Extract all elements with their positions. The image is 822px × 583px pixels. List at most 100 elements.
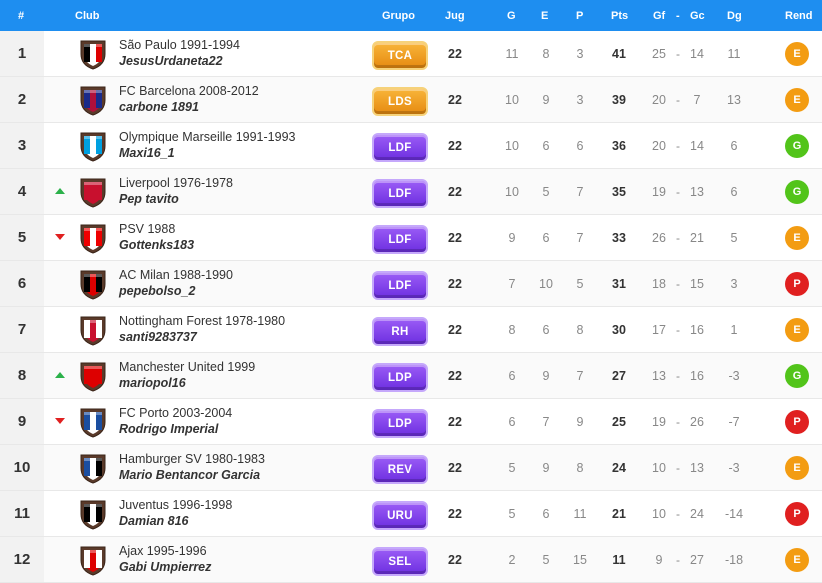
- club-name[interactable]: Liverpool 1976-1978: [119, 176, 233, 190]
- club-cell[interactable]: FC Porto 2003-2004 Rodrigo Imperial: [119, 405, 232, 438]
- club-cell[interactable]: São Paulo 1991-1994 JesusUrdaneta22: [119, 37, 240, 70]
- rank-cell: 12: [0, 537, 44, 582]
- goals-separator: -: [676, 460, 680, 475]
- header-group[interactable]: Grupo: [382, 9, 415, 22]
- club-cell[interactable]: Hamburger SV 1980-1983 Mario Bentancor Ga…: [119, 451, 265, 484]
- form-badge[interactable]: G: [785, 180, 809, 204]
- header-goals-for[interactable]: Gf: [653, 9, 666, 22]
- group-badge[interactable]: URU: [372, 501, 428, 530]
- table-row[interactable]: 12 Ajax 1995-1996 Gabi Umpierrez SEL 22 2 5 15 1…: [0, 537, 822, 583]
- form-badge[interactable]: P: [785, 502, 809, 526]
- form-badge[interactable]: E: [785, 42, 809, 66]
- club-crest-icon: [78, 544, 108, 576]
- header-points[interactable]: Pts: [611, 9, 629, 22]
- club-name[interactable]: AC Milan 1988-1990: [119, 268, 233, 282]
- header-lost[interactable]: P: [576, 9, 584, 22]
- manager-name[interactable]: Pep tavito: [119, 192, 179, 206]
- table-row[interactable]: 5 PSV 1988 Gottenks183 LDF 22 9 6 7 33 26-21 5 E: [0, 215, 822, 261]
- group-badge[interactable]: LDP: [372, 363, 428, 392]
- table-row[interactable]: 7 Nottingham Forest 1978-1980 santi9283737…: [0, 307, 822, 353]
- manager-name[interactable]: carbone 1891: [119, 100, 199, 114]
- manager-name[interactable]: mariopol16: [119, 376, 186, 390]
- table-row[interactable]: 6 AC Milan 1988-1990 pepebolso_2 LDF 22 7 10 5 3…: [0, 261, 822, 307]
- table-row[interactable]: 8 Manchester United 1999 mariopol16 LDP 22 6 9…: [0, 353, 822, 399]
- header-club[interactable]: Club: [75, 9, 100, 22]
- club-cell[interactable]: Nottingham Forest 1978-1980 santi9283737: [119, 313, 285, 346]
- table-row[interactable]: 4 Liverpool 1976-1978 Pep tavito LDF 22 10 5 7 3…: [0, 169, 822, 215]
- club-crest-icon: [78, 176, 108, 208]
- form-badge[interactable]: E: [785, 548, 809, 572]
- table-row[interactable]: 3 Olympique Marseille 1991-1993 Maxi16_1 LD…: [0, 123, 822, 169]
- manager-name[interactable]: pepebolso_2: [119, 284, 196, 298]
- lost-value: 8: [576, 322, 584, 337]
- table-row[interactable]: 10 Hamburger SV 1980-1983 Mario Bentancor …: [0, 445, 822, 491]
- manager-name[interactable]: JesusUrdaneta22: [119, 54, 223, 68]
- club-name[interactable]: Hamburger SV 1980-1983: [119, 452, 265, 466]
- club-name[interactable]: FC Porto 2003-2004: [119, 406, 233, 420]
- club-crest-icon: [78, 452, 108, 484]
- header-goals-against[interactable]: Gc: [690, 9, 705, 22]
- club-cell[interactable]: Liverpool 1976-1978 Pep tavito: [119, 175, 233, 208]
- lost-value: 8: [576, 460, 584, 475]
- group-badge[interactable]: LDF: [372, 271, 428, 300]
- form-badge[interactable]: E: [785, 318, 809, 342]
- manager-name[interactable]: Rodrigo Imperial: [119, 422, 219, 436]
- club-name[interactable]: FC Barcelona 2008-2012: [119, 84, 259, 98]
- rank-cell: 10: [0, 445, 44, 490]
- group-badge[interactable]: REV: [372, 455, 428, 484]
- manager-name[interactable]: Gottenks183: [119, 238, 195, 252]
- table-row[interactable]: 9 FC Porto 2003-2004 Rodrigo Imperial LDP 22…: [0, 399, 822, 445]
- club-name[interactable]: PSV 1988: [119, 222, 176, 236]
- form-badge[interactable]: E: [785, 88, 809, 112]
- won-value: 5: [508, 506, 516, 521]
- group-badge[interactable]: LDP: [372, 409, 428, 438]
- form-badge[interactable]: P: [785, 272, 809, 296]
- header-played[interactable]: Jug: [445, 9, 465, 22]
- manager-name[interactable]: santi9283737: [119, 330, 197, 344]
- club-cell[interactable]: FC Barcelona 2008-2012 carbone 1891: [119, 83, 259, 116]
- group-badge[interactable]: LDF: [372, 225, 428, 254]
- table-row[interactable]: 11 Juventus 1996-1998 Damian 816 URU 22 5 6 11 2…: [0, 491, 822, 537]
- form-badge[interactable]: G: [785, 364, 809, 388]
- club-crest-icon: [78, 222, 108, 254]
- form-badge[interactable]: G: [785, 134, 809, 158]
- header-goal-diff[interactable]: Dg: [727, 9, 742, 22]
- form-badge[interactable]: E: [785, 226, 809, 250]
- club-cell[interactable]: AC Milan 1988-1990 pepebolso_2: [119, 267, 233, 300]
- club-name[interactable]: São Paulo 1991-1994: [119, 38, 240, 52]
- table-row[interactable]: 2 FC Barcelona 2008-2012 carbone 1891 LDS 22…: [0, 77, 822, 123]
- points-value: 24: [612, 460, 626, 475]
- group-badge[interactable]: LDF: [372, 179, 428, 208]
- table-row[interactable]: 1 São Paulo 1991-1994 JesusUrdaneta22 TCA 22…: [0, 31, 822, 77]
- club-cell[interactable]: Juventus 1996-1998 Damian 816: [119, 497, 232, 530]
- club-name[interactable]: Juventus 1996-1998: [119, 498, 233, 512]
- header-won[interactable]: G: [507, 9, 516, 22]
- header-drawn[interactable]: E: [541, 9, 549, 22]
- club-cell[interactable]: PSV 1988 Gottenks183: [119, 221, 194, 254]
- manager-name[interactable]: Maxi16_1: [119, 146, 175, 160]
- club-cell[interactable]: Ajax 1995-1996 Gabi Umpierrez: [119, 543, 211, 576]
- manager-name[interactable]: Damian 816: [119, 514, 189, 528]
- played-value: 22: [448, 92, 462, 107]
- club-cell[interactable]: Olympique Marseille 1991-1993 Maxi16_1: [119, 129, 295, 162]
- club-cell[interactable]: Manchester United 1999 mariopol16: [119, 359, 255, 392]
- club-name[interactable]: Ajax 1995-1996: [119, 544, 207, 558]
- group-badge[interactable]: SEL: [372, 547, 428, 576]
- manager-name[interactable]: Mario Bentancor Garcia: [119, 468, 261, 482]
- group-badge[interactable]: LDS: [372, 87, 428, 116]
- club-name[interactable]: Manchester United 1999: [119, 360, 256, 374]
- played-value: 22: [448, 552, 462, 567]
- club-name[interactable]: Nottingham Forest 1978-1980: [119, 314, 286, 328]
- group-badge[interactable]: RH: [372, 317, 428, 346]
- manager-name[interactable]: Gabi Umpierrez: [119, 560, 212, 574]
- form-badge[interactable]: E: [785, 456, 809, 480]
- header-form[interactable]: Rend: [785, 9, 813, 22]
- played-value: 22: [448, 230, 462, 245]
- group-badge[interactable]: TCA: [372, 41, 428, 70]
- club-name[interactable]: Olympique Marseille 1991-1993: [119, 130, 296, 144]
- rank-cell: 8: [0, 353, 44, 398]
- rank-cell: 2: [0, 77, 44, 122]
- points-value: 35: [612, 184, 626, 199]
- form-badge[interactable]: P: [785, 410, 809, 434]
- group-badge[interactable]: LDF: [372, 133, 428, 162]
